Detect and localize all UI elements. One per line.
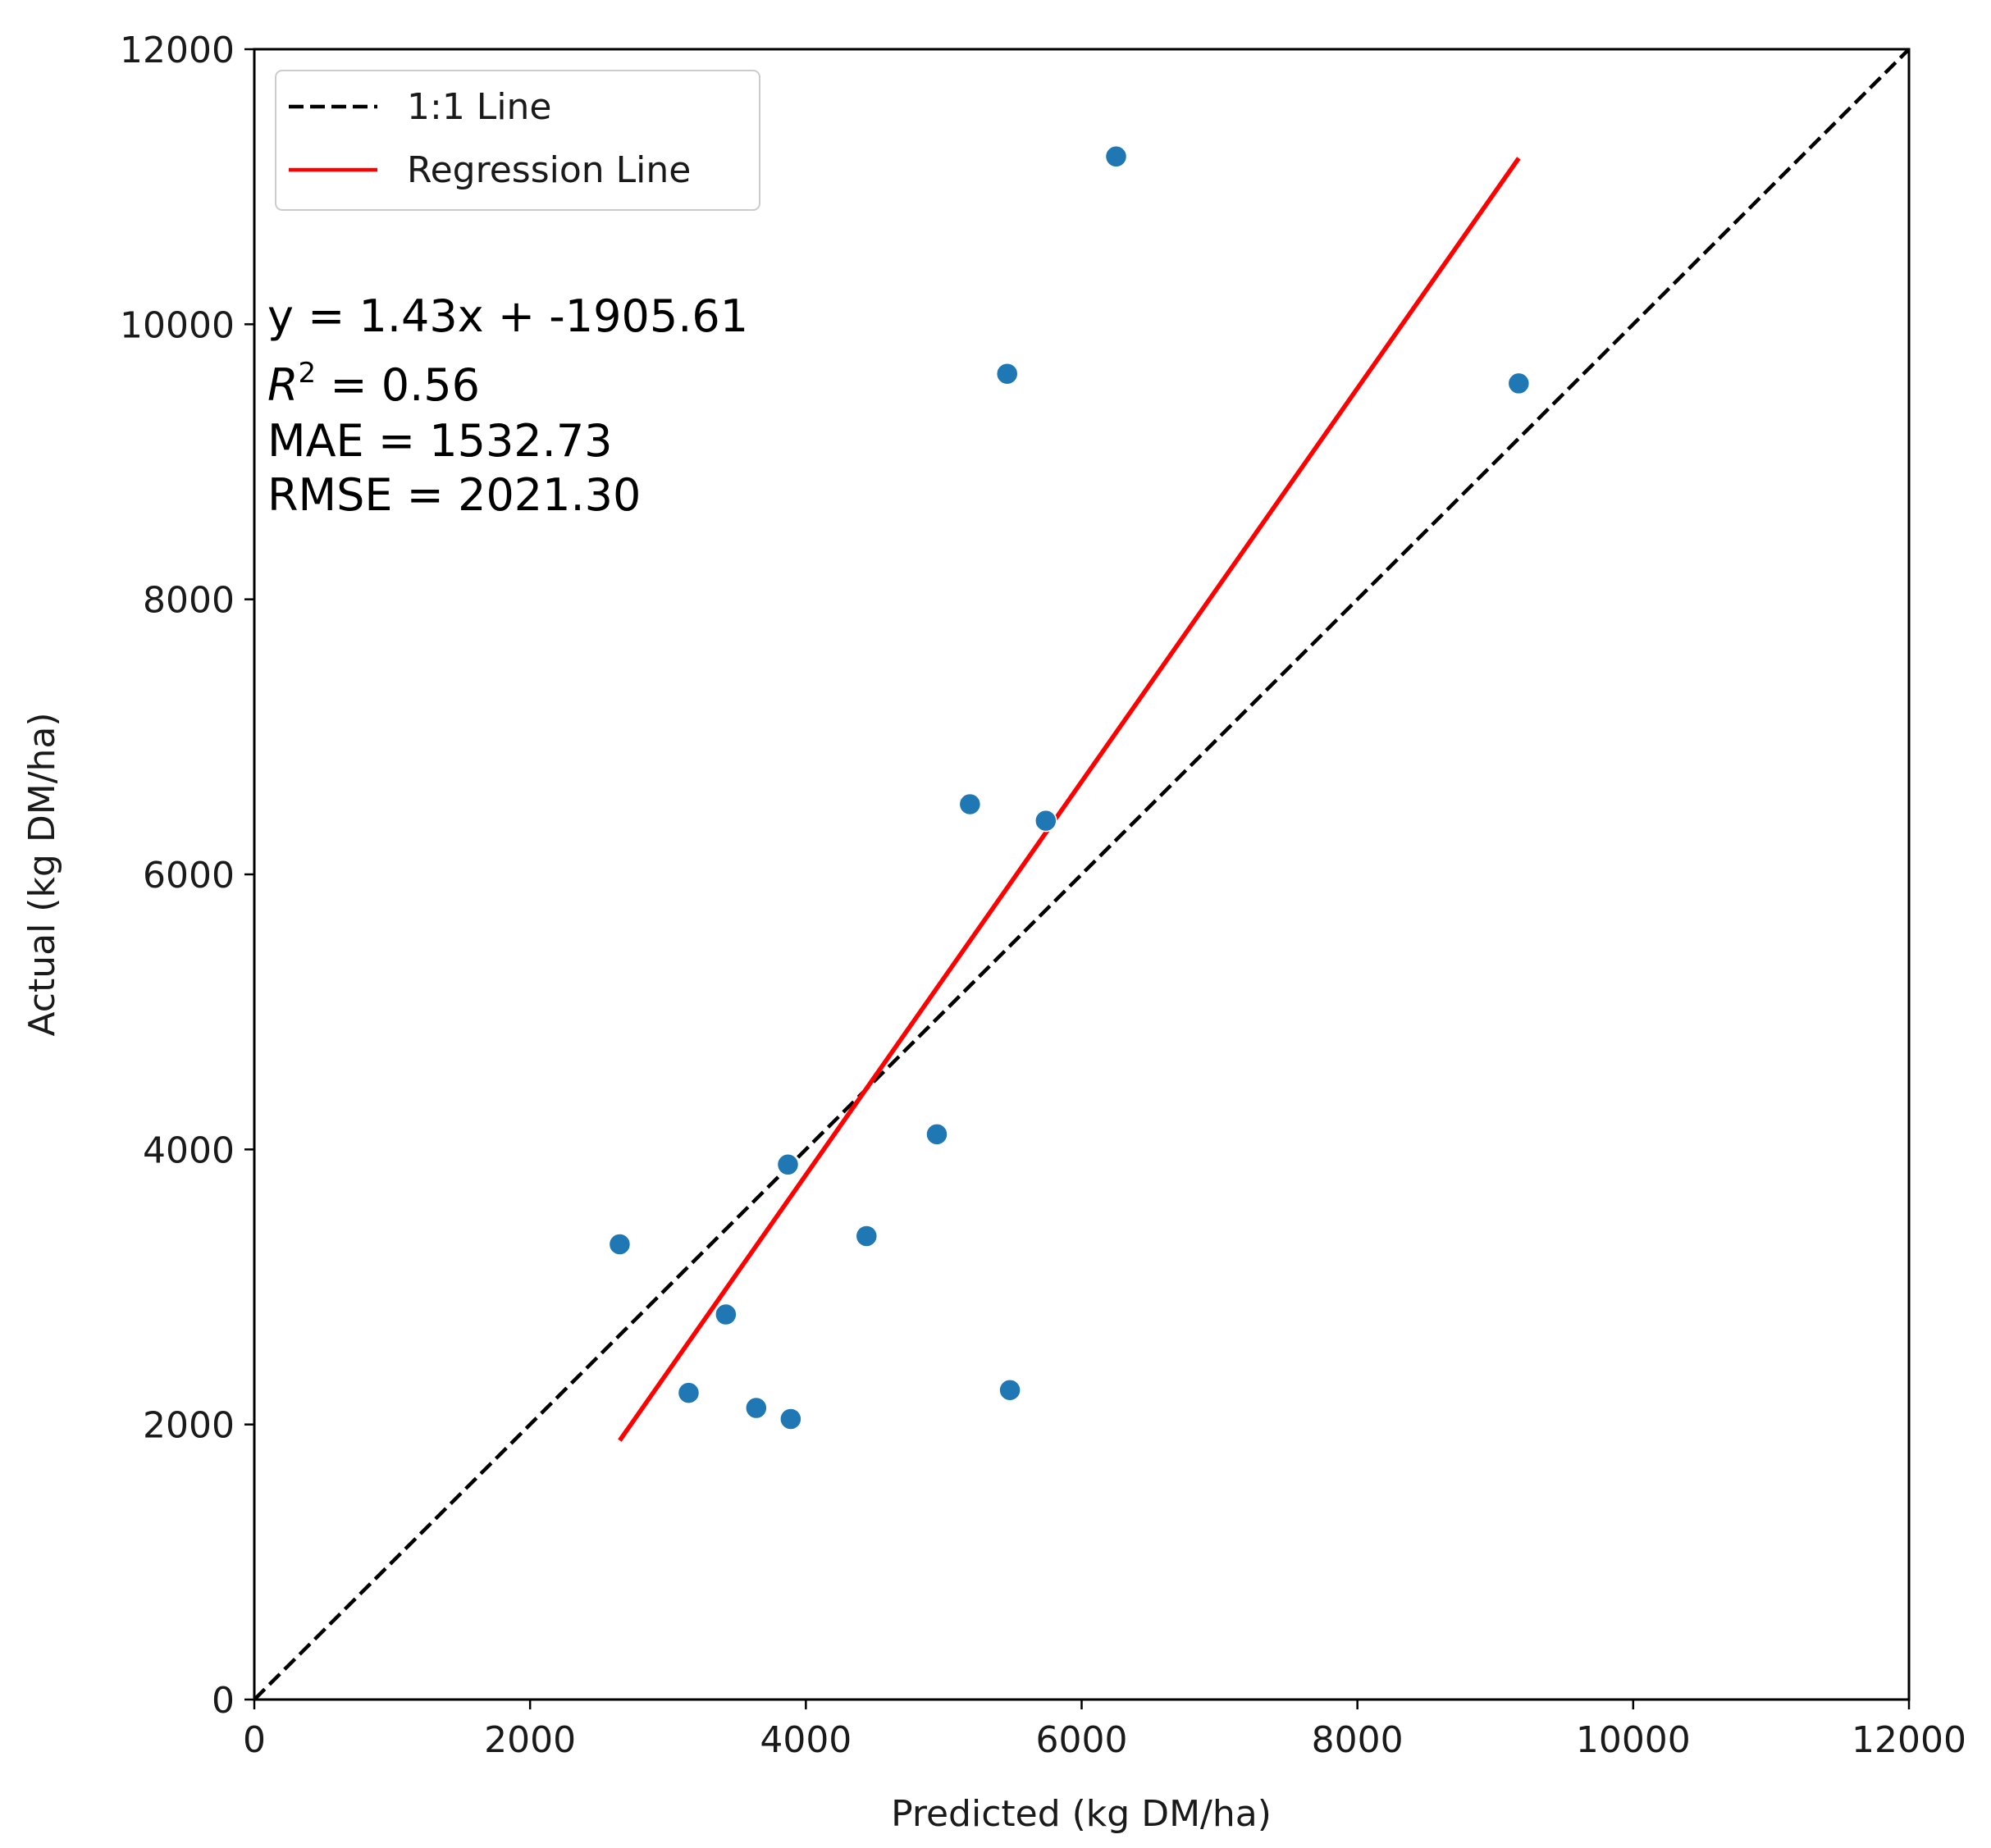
x-tick-label: 10000 xyxy=(1576,1719,1691,1761)
stats-annotation: y = 1.43x + -1905.61 R2 = 0.56 MAE = 153… xyxy=(267,290,748,521)
x-tick-label: 4000 xyxy=(760,1719,852,1761)
data-point xyxy=(779,1408,802,1430)
x-tick-label: 0 xyxy=(243,1719,266,1761)
data-point xyxy=(715,1303,737,1326)
regression-line xyxy=(618,157,1521,1442)
y-tick-label: 6000 xyxy=(143,855,235,897)
y-tick-label: 2000 xyxy=(143,1405,235,1447)
mae-value: MAE = 1532.73 xyxy=(267,415,613,467)
data-point xyxy=(745,1396,768,1420)
r-squared-symbol: R xyxy=(267,359,299,411)
data-point xyxy=(677,1381,701,1404)
legend-label-regression: Regression Line xyxy=(407,149,691,191)
y-tick-label: 8000 xyxy=(143,580,235,622)
x-tick-label: 8000 xyxy=(1312,1719,1404,1761)
r-squared: R2 = 0.56 xyxy=(267,357,480,411)
chart-marks xyxy=(253,48,1911,1701)
x-tick-label: 6000 xyxy=(1036,1719,1128,1761)
data-point xyxy=(855,1225,879,1248)
rmse-value: RMSE = 2021.30 xyxy=(267,469,641,521)
y-tick-label: 0 xyxy=(212,1680,235,1722)
data-point xyxy=(608,1233,632,1256)
data-point xyxy=(1034,809,1057,833)
x-axis-title: Predicted (kg DM/ha) xyxy=(891,1793,1272,1835)
plot-frame xyxy=(253,48,1911,1701)
data-point xyxy=(776,1153,800,1176)
axis-ticks: 0 2000 4000 6000 8000 10000 12000 0 2000 4000 6000… xyxy=(120,30,1966,1761)
legend: 1:1 Line Regression Line xyxy=(275,70,760,211)
data-point xyxy=(958,792,982,816)
data-point xyxy=(1104,145,1128,168)
data-point xyxy=(1507,372,1531,395)
identity-line xyxy=(253,48,1911,1701)
data-point xyxy=(925,1123,948,1146)
y-axis-title: Actual (kg DM/ha) xyxy=(21,712,63,1036)
y-tick-label: 12000 xyxy=(120,30,235,71)
y-tick-label: 4000 xyxy=(143,1129,235,1171)
legend-label-identity: 1:1 Line xyxy=(407,86,552,128)
data-point xyxy=(995,362,1019,386)
data-point xyxy=(998,1379,1021,1402)
legend-box xyxy=(275,70,760,211)
r-squared-value: = 0.56 xyxy=(316,359,480,411)
r-squared-superscript: 2 xyxy=(299,357,317,390)
x-tick-label: 12000 xyxy=(1852,1719,1966,1761)
regression-equation: y = 1.43x + -1905.61 xyxy=(267,290,748,342)
y-tick-label: 10000 xyxy=(120,304,235,346)
x-tick-label: 2000 xyxy=(484,1719,576,1761)
